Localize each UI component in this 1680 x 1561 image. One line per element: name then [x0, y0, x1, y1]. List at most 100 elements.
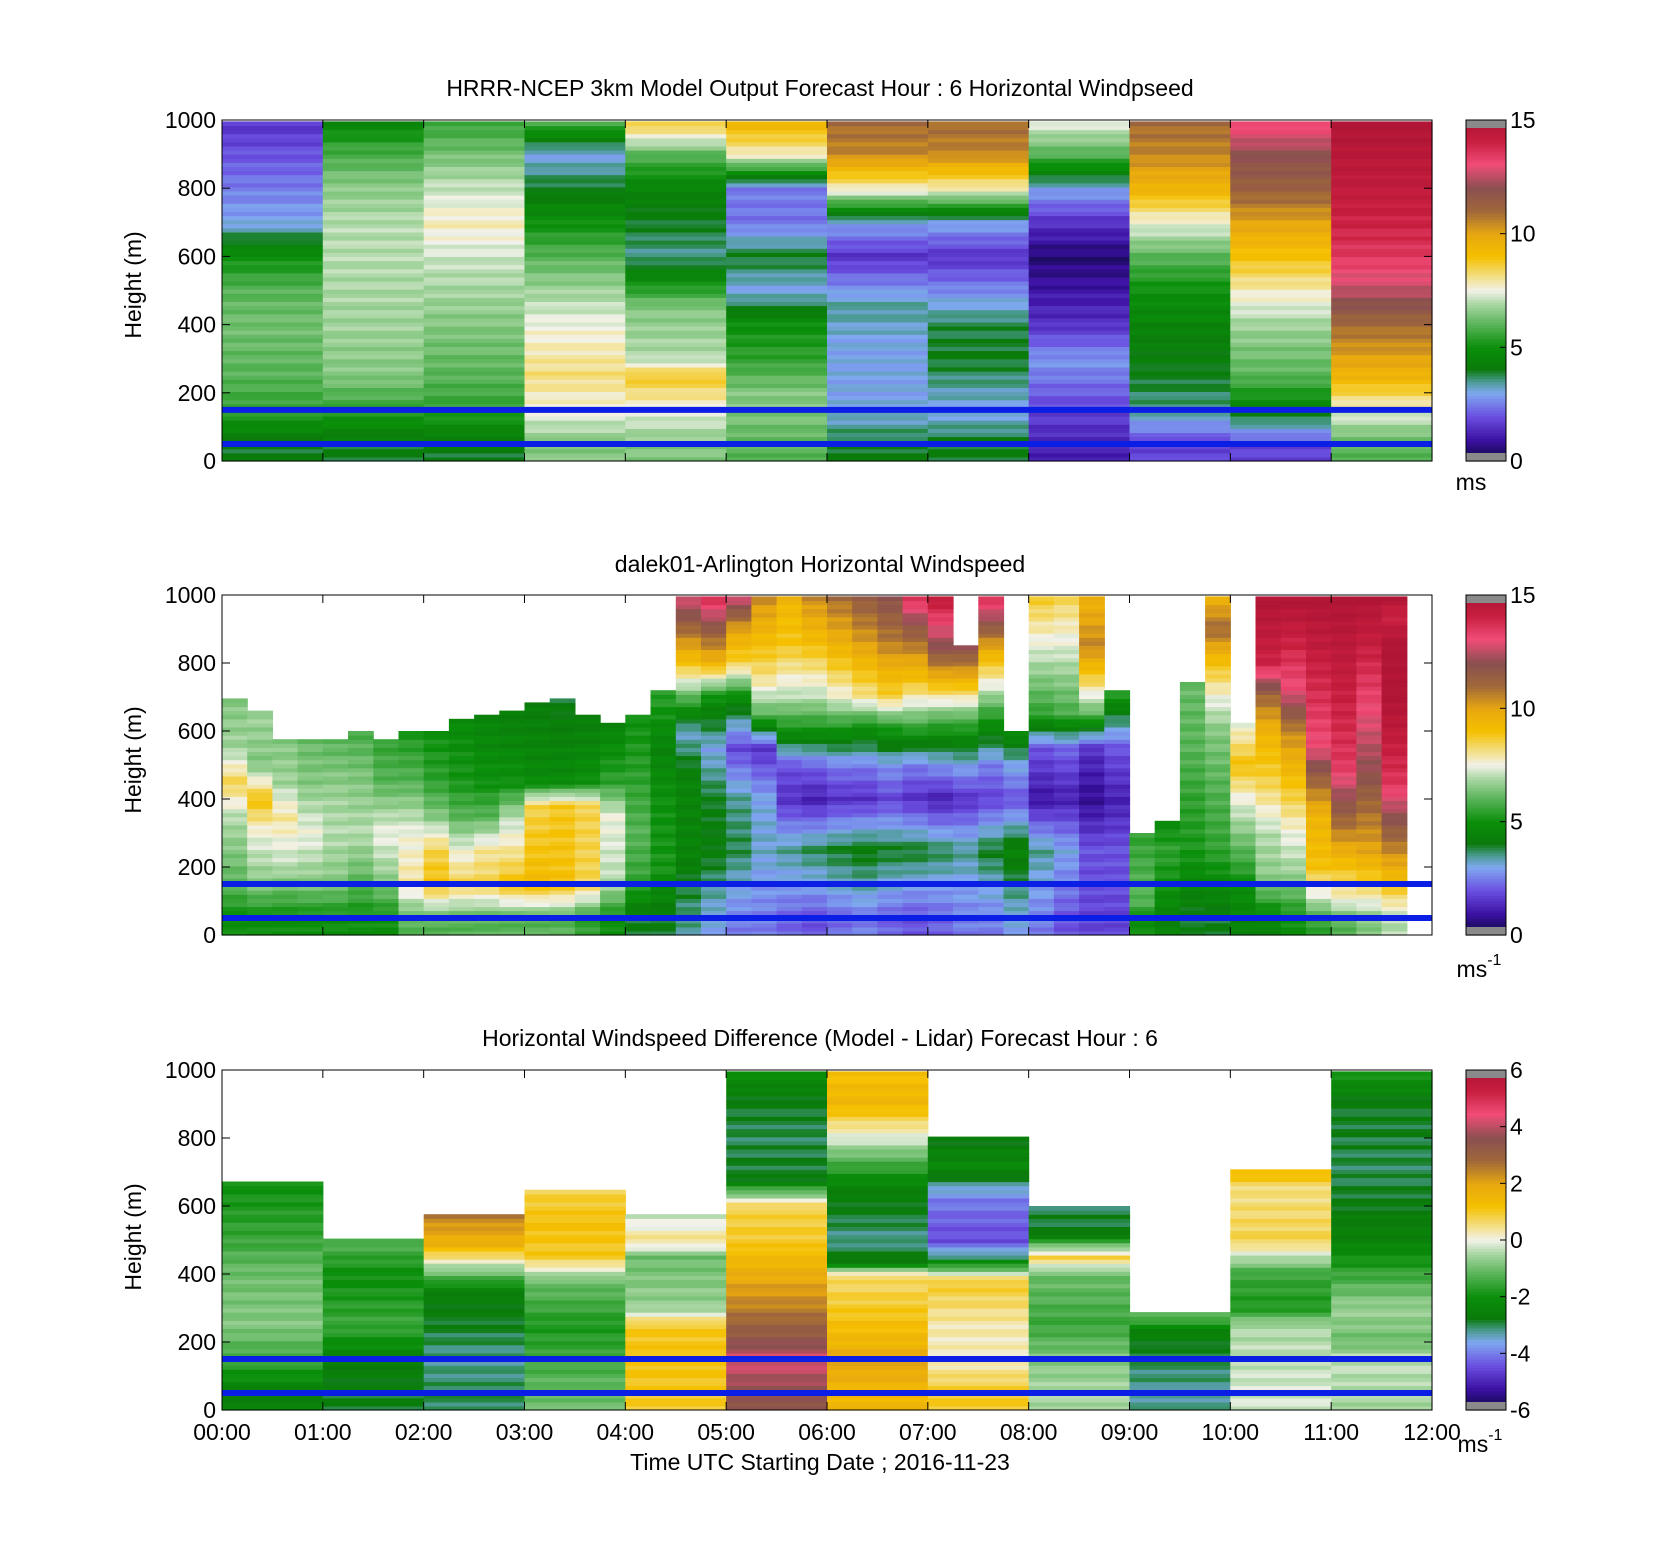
heatmap-cell [625, 926, 652, 932]
heatmap-cell [1381, 824, 1408, 830]
heatmap-cell [827, 665, 853, 671]
heatmap-cell [852, 649, 878, 655]
heatmap-cell [1179, 726, 1206, 732]
colorbar-segment [1466, 384, 1506, 388]
heatmap-cell [701, 735, 727, 740]
heatmap-cell [877, 722, 904, 728]
heatmap-cell [474, 906, 500, 912]
heatmap-cell [650, 792, 677, 797]
heatmap-cell [827, 714, 853, 720]
heatmap-cell [877, 608, 904, 614]
colorbar-segment [1466, 173, 1506, 178]
heatmap-cell [474, 918, 500, 924]
heatmap-cell [474, 902, 500, 908]
heatmap-cell [524, 162, 626, 167]
heatmap-cell [222, 1340, 324, 1346]
heatmap-cell [1255, 673, 1282, 679]
heatmap-cell [625, 203, 727, 208]
heatmap-cell [1230, 816, 1257, 822]
heatmap-cell [322, 1393, 425, 1399]
heatmap-cell [625, 383, 727, 388]
heatmap-cell [675, 665, 702, 671]
heatmap-cell [625, 800, 652, 806]
colorbar-segment [1466, 304, 1506, 309]
heatmap-cell [650, 800, 677, 806]
heatmap-cell [852, 755, 878, 761]
heatmap-cell [726, 1361, 828, 1366]
heatmap-cell [1381, 702, 1408, 708]
heatmap-cell [801, 918, 828, 924]
heatmap-cell [701, 865, 727, 871]
heatmap-cell [701, 926, 727, 932]
heatmap-cell [373, 804, 400, 810]
heatmap-cell [222, 1324, 324, 1329]
colorbar-segment [1466, 350, 1506, 354]
heatmap-cell [902, 661, 929, 667]
heatmap-cell [776, 833, 803, 838]
heatmap-cell [625, 186, 727, 192]
heatmap-cell [751, 698, 778, 704]
heatmap-cell [1356, 743, 1383, 748]
heatmap-cell [322, 420, 425, 425]
heatmap-cell [1079, 673, 1105, 679]
colorbar-segment [1466, 838, 1506, 843]
heatmap-cell [726, 849, 752, 854]
heatmap-cell [423, 853, 450, 859]
heatmap-cell [625, 301, 727, 307]
heatmap-cell [1179, 898, 1206, 903]
heatmap-cell [499, 918, 526, 924]
heatmap-cell [1205, 877, 1231, 883]
heatmap-cell [1053, 824, 1080, 830]
heatmap-cell [1306, 694, 1332, 699]
heatmap-cell [625, 1242, 727, 1248]
heatmap-cell [1079, 604, 1105, 610]
heatmap-cell [701, 857, 727, 863]
heatmap-cell [1129, 926, 1156, 932]
heatmap-cell [600, 926, 626, 932]
heatmap-cell [726, 1312, 828, 1317]
heatmap-cell [675, 686, 702, 691]
heatmap-cell [247, 906, 273, 912]
heatmap-cell [726, 1283, 828, 1289]
heatmap-cell [524, 759, 551, 765]
heatmap-cell [1053, 620, 1080, 626]
heatmap-cell [1028, 894, 1055, 899]
heatmap-cell [701, 620, 727, 626]
heatmap-cell [625, 722, 652, 728]
heatmap-cell [1331, 930, 1357, 936]
heatmap-cell [524, 424, 626, 429]
colorbar-segment [1466, 671, 1506, 675]
heatmap-cell [448, 906, 475, 912]
heatmap-cell [1053, 714, 1080, 720]
heatmap-cell [801, 604, 828, 610]
heatmap-cell [877, 706, 904, 712]
heatmap-cell [801, 820, 828, 826]
heatmap-cell [852, 645, 878, 650]
heatmap-cell [1230, 301, 1332, 307]
heatmap-cell [675, 849, 702, 854]
heatmap-cell [827, 456, 929, 462]
heatmap-cell [877, 596, 904, 602]
heatmap-cell [1280, 820, 1307, 826]
heatmap-cell [1104, 833, 1131, 838]
heatmap-cell [322, 1352, 425, 1358]
heatmap-cell [675, 865, 702, 871]
heatmap-cell [1028, 231, 1131, 237]
heatmap-cell [852, 612, 878, 618]
heatmap-cell [1028, 436, 1131, 442]
heatmap-cell [701, 849, 727, 854]
heatmap-cell [272, 824, 299, 830]
heatmap-cell [675, 718, 702, 724]
heatmap-cell [1179, 698, 1206, 704]
heatmap-cell [1306, 853, 1332, 859]
heatmap-cell [1306, 898, 1332, 903]
heatmap-cell [726, 1234, 828, 1240]
heatmap-cell [222, 313, 324, 319]
heatmap-cell [1381, 804, 1408, 810]
heatmap-cell [927, 342, 1030, 347]
heatmap-cell [801, 673, 828, 679]
heatmap-cell [877, 604, 904, 610]
heatmap-cell [751, 673, 778, 679]
heatmap-cell [322, 1336, 425, 1342]
heatmap-cell [726, 125, 828, 131]
